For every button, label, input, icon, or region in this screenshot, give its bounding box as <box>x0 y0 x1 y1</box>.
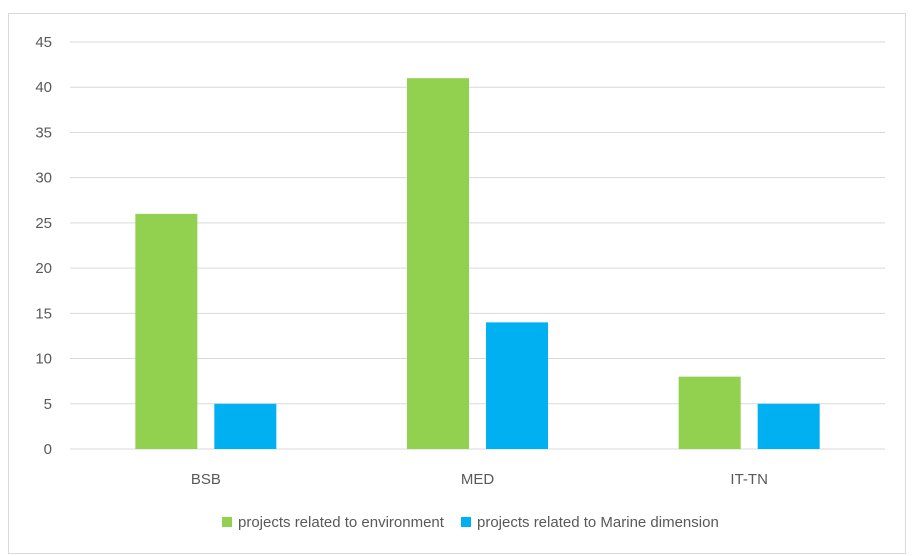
legend-swatch <box>461 517 471 527</box>
y-tick-label: 10 <box>35 351 52 368</box>
legend-swatch <box>222 517 232 527</box>
bar-med-series-2 <box>486 322 548 449</box>
x-axis-ticks: BSB MED IT-TN <box>191 471 768 488</box>
bar-bsb-series-1 <box>135 213 198 449</box>
y-axis-ticks: 0 5 10 15 20 25 30 35 40 45 <box>35 34 52 458</box>
bar-it-tn-series-1 <box>678 376 741 449</box>
x-tick-label: IT-TN <box>730 471 768 488</box>
y-tick-label: 20 <box>35 260 52 277</box>
y-tick-label: 35 <box>35 124 52 141</box>
y-tick-label: 40 <box>35 79 52 96</box>
x-tick-label: BSB <box>191 471 221 488</box>
legend: projects related to environment projects … <box>222 514 719 531</box>
bar-it-tn-series-2 <box>757 403 820 449</box>
y-tick-label: 5 <box>44 396 52 413</box>
bar-med-series-1 <box>407 78 469 449</box>
bars <box>135 78 820 449</box>
y-tick-label: 45 <box>35 34 52 51</box>
legend-label: projects related to Marine dimension <box>477 514 719 531</box>
y-tick-label: 30 <box>35 170 52 187</box>
legend-label: projects related to environment <box>238 514 445 531</box>
y-tick-label: 25 <box>35 215 52 232</box>
x-tick-label: MED <box>461 471 495 488</box>
y-tick-label: 15 <box>35 305 52 322</box>
bar-bsb-series-2 <box>214 403 277 449</box>
y-tick-label: 0 <box>44 441 52 458</box>
gridlines <box>70 41 885 450</box>
